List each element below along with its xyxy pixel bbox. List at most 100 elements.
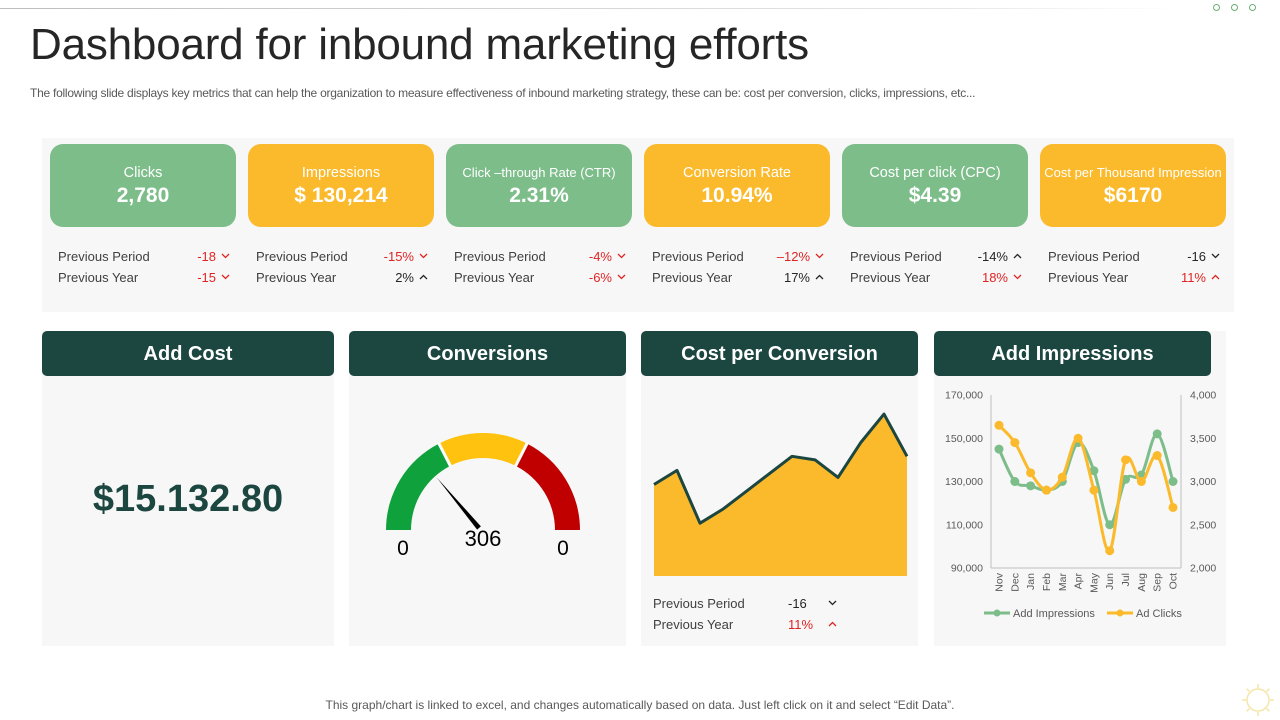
kpi-label: Click –through Rate (CTR) bbox=[462, 165, 616, 180]
cost-per-conversion-chart bbox=[653, 412, 909, 576]
cost-per-conversion-stats: Previous Period -16 Previous Year 11% bbox=[641, 593, 918, 635]
stat-label: Previous Period bbox=[850, 249, 942, 264]
stat-label: Previous Period bbox=[653, 596, 745, 611]
legend-label: Ad Clicks bbox=[1136, 608, 1182, 620]
gauge-min-label: 0 bbox=[397, 537, 409, 560]
stat-value: -4% bbox=[588, 249, 612, 264]
kpi-3: Conversion Rate 10.94% Previous Period –12%… bbox=[644, 144, 830, 288]
add-cost-panel: Add Cost bbox=[42, 331, 334, 646]
gauge-needle bbox=[436, 477, 481, 530]
y-left-tick-label: 170,000 bbox=[945, 390, 983, 402]
y-right-tick-label: 2,000 bbox=[1190, 563, 1216, 575]
x-tick-label: May bbox=[1088, 572, 1100, 593]
top-divider bbox=[0, 8, 1180, 9]
series-point-1 bbox=[1041, 485, 1051, 495]
x-tick-label: Jun bbox=[1104, 573, 1116, 590]
kpi-1: Impressions $ 130,214 Previous Period -15% P… bbox=[248, 144, 434, 288]
stat-label: Previous Period bbox=[1048, 249, 1140, 264]
stat-value: -16 bbox=[788, 596, 807, 611]
kpi-value: 10.94% bbox=[701, 184, 773, 207]
stat-row-previous-year: Previous Year 11% bbox=[1040, 267, 1226, 288]
kpi-panel: Clicks 2,780 Previous Period -18 Previous Ye… bbox=[42, 138, 1234, 312]
stat-label: Previous Period bbox=[58, 249, 150, 264]
kpi-value: 2,780 bbox=[116, 184, 170, 207]
stat-value: -6% bbox=[588, 270, 612, 285]
series-point-0 bbox=[1026, 481, 1036, 491]
x-tick-label: Apr bbox=[1073, 573, 1085, 590]
stat-row-previous-year: Previous Year 18% bbox=[842, 267, 1028, 288]
series-line-1 bbox=[997, 424, 1175, 553]
series-point-0 bbox=[1105, 520, 1115, 530]
stat-label: Previous Year bbox=[652, 270, 733, 285]
stat-row-previous-period: Previous Period -16 bbox=[641, 593, 918, 614]
stat-value: –12% bbox=[776, 249, 810, 264]
y-left-tick-label: 130,000 bbox=[945, 476, 983, 488]
cost-per-conversion-header: Cost per Conversion bbox=[641, 331, 918, 376]
kpi-label: Conversion Rate bbox=[683, 165, 791, 181]
stat-value: 2% bbox=[395, 270, 414, 285]
kpi-stats: Previous Period -14% Previous Year 18% bbox=[842, 246, 1028, 288]
chevron-down-icon bbox=[828, 593, 837, 614]
gauge-separator bbox=[513, 442, 529, 468]
kpi-stats: Previous Period -15% Previous Year 2% bbox=[248, 246, 434, 288]
stat-row-previous-period: Previous Period –12% bbox=[644, 246, 830, 267]
x-tick-label: Nov bbox=[994, 572, 1006, 591]
conversions-panel: Conversions bbox=[349, 331, 626, 646]
kpi-value: 2.31% bbox=[509, 184, 569, 207]
window-dots bbox=[1213, 4, 1256, 11]
kpi-label: Clicks bbox=[123, 165, 163, 181]
stat-label: Previous Year bbox=[256, 270, 337, 285]
x-tick-label: Jan bbox=[1025, 573, 1037, 590]
gauge-separator bbox=[437, 442, 453, 468]
chevron-down-icon bbox=[617, 246, 626, 267]
y-right-tick-label: 3,000 bbox=[1190, 476, 1216, 488]
y-right-tick-label: 3,500 bbox=[1190, 433, 1216, 445]
chevron-up-icon bbox=[828, 614, 837, 635]
stat-value: -18 bbox=[197, 249, 216, 264]
gauge-low-segment bbox=[386, 443, 451, 530]
y-left-tick-label: 150,000 bbox=[945, 433, 983, 445]
chevron-up-icon bbox=[419, 267, 428, 288]
sun-logo-icon bbox=[1242, 684, 1274, 716]
stat-value: -15 bbox=[197, 270, 216, 285]
series-point-1 bbox=[1089, 485, 1099, 495]
y-right-tick-label: 2,500 bbox=[1190, 519, 1216, 531]
chevron-up-icon bbox=[815, 267, 824, 288]
kpi-card: Conversion Rate 10.94% bbox=[644, 144, 830, 227]
impressions-clicks-chart: 170,000 150,000 130,000 110,000 90,000 4,000 3… bbox=[945, 390, 1216, 621]
stat-row-previous-period: Previous Period -18 bbox=[50, 246, 236, 267]
series-point-0 bbox=[1010, 477, 1020, 486]
chevron-up-icon bbox=[1211, 267, 1220, 288]
stat-value: -14% bbox=[977, 249, 1008, 264]
series-point-0 bbox=[1089, 466, 1099, 476]
stat-label: Previous Period bbox=[256, 249, 348, 264]
chevron-down-icon bbox=[617, 267, 626, 288]
kpi-0: Clicks 2,780 Previous Period -18 Previous Ye… bbox=[50, 144, 236, 288]
chevron-down-icon bbox=[221, 246, 230, 267]
kpi-card: Impressions $ 130,214 bbox=[248, 144, 434, 227]
kpi-card: Cost per Thousand Impression $6170 bbox=[1040, 144, 1226, 227]
stat-row-previous-period: Previous Period -14% bbox=[842, 246, 1028, 267]
kpi-2: Click –through Rate (CTR) 2.31% Previous P… bbox=[446, 144, 632, 288]
chevron-down-icon bbox=[1013, 267, 1022, 288]
series-line-0 bbox=[997, 432, 1175, 527]
stat-label: Previous Year bbox=[454, 270, 535, 285]
kpi-card: Cost per click (CPC) $4.39 bbox=[842, 144, 1028, 227]
series-point-1 bbox=[1026, 468, 1036, 478]
stat-row-previous-year: Previous Year 11% bbox=[641, 614, 918, 635]
series-point-1 bbox=[1152, 451, 1162, 461]
conversions-gauge: 0 306 0 bbox=[386, 433, 580, 560]
add-impressions-panel: Add Impressions bbox=[934, 331, 1226, 646]
chevron-down-icon bbox=[1211, 246, 1220, 267]
y-left-tick-label: 110,000 bbox=[946, 519, 983, 531]
chevron-up-icon bbox=[1013, 246, 1022, 267]
stat-value: 11% bbox=[788, 617, 814, 632]
series-point-1 bbox=[1105, 546, 1115, 556]
conversions-header: Conversions bbox=[349, 331, 626, 376]
kpi-label: Cost per Thousand Impression bbox=[1044, 165, 1222, 180]
chevron-down-icon bbox=[815, 246, 824, 267]
legend-marker-0 bbox=[993, 609, 1001, 617]
chevron-down-icon bbox=[419, 246, 428, 267]
stat-value: -15% bbox=[383, 249, 414, 264]
area-fill bbox=[654, 414, 907, 576]
